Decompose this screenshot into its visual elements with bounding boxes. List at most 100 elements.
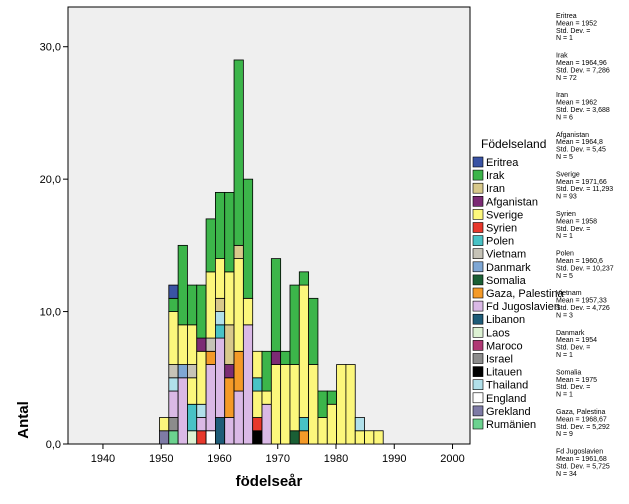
bar-segment-21-0 [354, 430, 365, 445]
bar-segment-17-0 [317, 417, 328, 445]
bar-segment-0-0 [159, 430, 170, 445]
stat-line-3-0: Afganistan [556, 132, 589, 139]
stat-line-4-2: Std. Dev. = 11,293 [556, 186, 613, 193]
legend-label-3: Afganistan [486, 196, 538, 208]
legend-label-17: Thailand [486, 380, 528, 392]
stat-line-5-0: Syrien [556, 211, 576, 218]
bar-segment-3-2 [187, 377, 198, 405]
stat-line-6-1: Mean = 1960,6 [556, 258, 603, 265]
legend-label-19: Grekland [486, 406, 531, 418]
stat-line-5-3: N = 1 [556, 233, 573, 240]
legend-swatch-9 [472, 274, 484, 286]
bars-group [159, 59, 384, 445]
stat-line-7-3: N = 3 [556, 312, 573, 319]
bar-segment-10-1 [252, 417, 263, 432]
stat-line-6-0: Polen [556, 251, 574, 258]
legend-swatch-20 [472, 418, 484, 430]
legend-label-13: Laos [486, 327, 510, 339]
bar-segment-6-2 [214, 324, 226, 339]
stat-line-10-1: Mean = 1968,67 [556, 416, 607, 423]
y-tick-label-3: 30,0 [40, 42, 61, 54]
y-tick-label-2: 20,0 [40, 174, 61, 186]
bar-segment-8-0 [233, 390, 244, 445]
bar-segment-6-0 [214, 417, 226, 445]
bar-segment-10-2 [252, 390, 263, 418]
bar-segment-7-5 [224, 191, 235, 273]
bar-segment-1-2 [168, 390, 179, 418]
bar-segment-4-1 [196, 417, 207, 432]
bar-segment-6-3 [214, 311, 226, 326]
bar-segment-23-0 [373, 430, 384, 445]
stat-line-0-1: Mean = 1952 [556, 20, 597, 27]
stat-line-11-0: Fd Jugoslavien [556, 449, 603, 456]
legend-label-5: Syrien [486, 223, 517, 235]
stat-line-0-2: Std. Dev. = [556, 28, 590, 35]
stat-line-5-2: Std. Dev. = [556, 226, 590, 233]
bar-segment-3-4 [187, 324, 198, 365]
bar-segment-1-6 [168, 297, 179, 312]
bar-segment-5-5 [205, 218, 216, 273]
stat-line-8-1: Mean = 1954 [556, 337, 597, 344]
bar-segment-6-6 [214, 191, 226, 260]
bar-segment-2-3 [177, 244, 188, 326]
stat-line-1-1: Mean = 1964,96 [556, 60, 607, 67]
bar-segment-6-5 [214, 258, 226, 299]
bar-segment-4-0 [196, 430, 207, 445]
legend-swatch-14 [472, 340, 484, 351]
bar-segment-4-3 [196, 350, 207, 405]
stat-line-2-0: Iran [556, 92, 568, 99]
bar-segment-1-3 [168, 377, 179, 392]
legend-label-9: Somalia [486, 275, 527, 287]
x-tick-label-5: 1990 [382, 453, 406, 465]
bar-segment-1-0 [168, 430, 179, 445]
stat-line-1-2: Std. Dev. = 7,286 [556, 67, 610, 74]
bar-segment-7-2 [224, 364, 235, 379]
bar-segment-5-4 [205, 271, 216, 339]
x-tick-label-3: 1970 [265, 453, 289, 465]
bar-segment-2-0 [177, 377, 188, 445]
bar-segment-15-3 [298, 271, 310, 286]
legend-label-10: Gaza, Palestina [486, 288, 565, 300]
x-tick-label-2: 1960 [207, 453, 231, 465]
bar-segment-16-1 [308, 297, 319, 365]
stat-line-9-1: Mean = 1975 [556, 377, 597, 384]
bar-segment-6-4 [214, 297, 226, 312]
bar-segment-8-1 [233, 350, 244, 392]
legend-swatch-0 [472, 156, 484, 168]
bar-segment-13-0 [280, 364, 291, 445]
stat-line-7-2: Std. Dev. = 4,726 [556, 305, 610, 312]
stat-line-10-2: Std. Dev. = 5,292 [556, 424, 610, 431]
bar-segment-1-7 [168, 284, 179, 299]
bar-segment-1-4 [168, 364, 179, 379]
y-tick-label-1: 10,0 [40, 307, 61, 319]
bar-segment-8-4 [233, 59, 244, 246]
stat-line-3-3: N = 5 [556, 154, 573, 161]
legend-swatch-15 [472, 353, 484, 364]
stat-line-1-0: Irak [556, 53, 568, 60]
legend-swatch-16 [472, 366, 484, 377]
bar-segment-11-0 [261, 403, 272, 445]
bar-segment-6-1 [214, 337, 226, 418]
stat-line-11-1: Mean = 1961,68 [556, 456, 607, 463]
stat-line-9-3: N = 1 [556, 392, 573, 399]
bar-segment-5-2 [205, 350, 216, 365]
bar-segment-9-1 [242, 297, 254, 326]
bar-segment-14-0 [289, 430, 300, 445]
stat-line-9-2: Std. Dev. = [556, 384, 590, 391]
stat-line-2-1: Mean = 1962 [556, 100, 597, 107]
bar-segment-11-1 [261, 390, 272, 405]
stat-line-6-3: N = 5 [556, 273, 573, 280]
legend-swatch-5 [472, 222, 484, 233]
y-axis-title: Antal [15, 401, 32, 439]
legend-label-14: Maroco [486, 340, 523, 352]
x-tick-label-4: 1980 [324, 453, 348, 465]
stat-line-11-2: Std. Dev. = 5,725 [556, 463, 610, 470]
bar-segment-15-1 [298, 417, 310, 432]
y-tick-label-0: 0,0 [46, 439, 61, 451]
legend-label-12: Libanon [486, 314, 525, 326]
stat-line-0-3: N = 1 [556, 35, 573, 42]
legend-swatch-13 [472, 326, 484, 338]
bar-segment-9-0 [242, 324, 254, 445]
